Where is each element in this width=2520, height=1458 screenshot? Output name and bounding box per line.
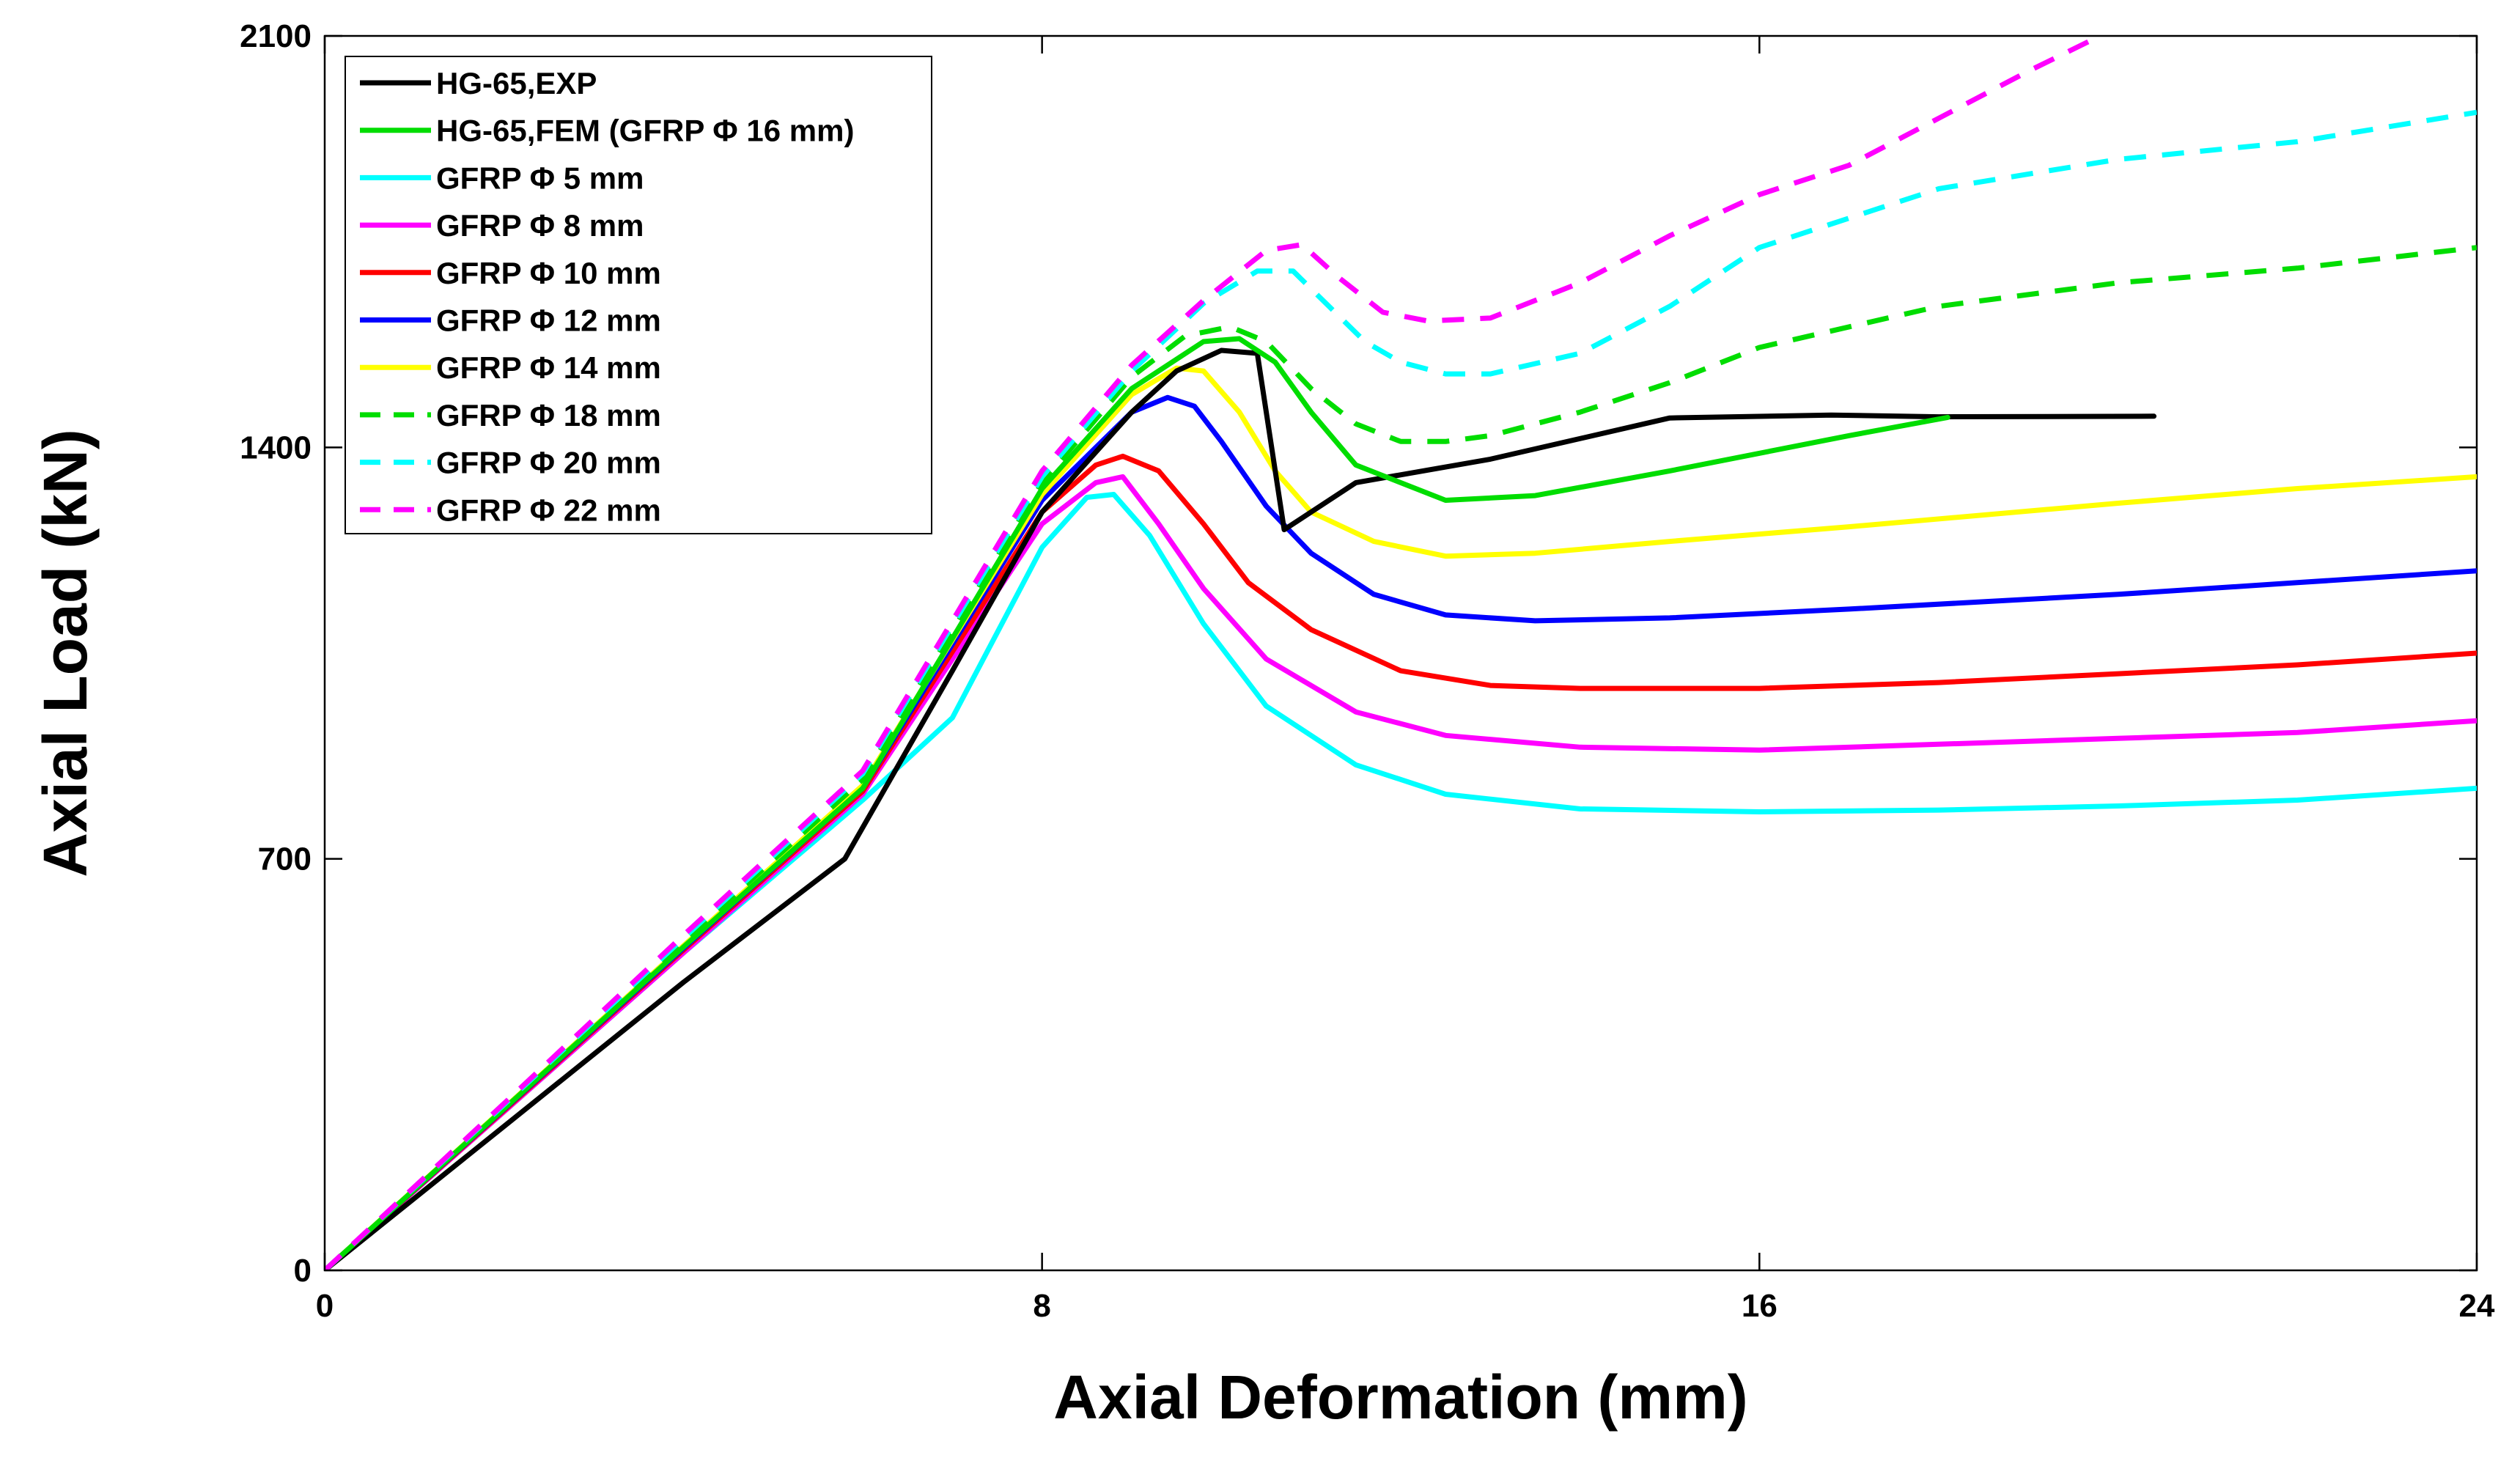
legend-item: GFRP Φ 18 mm [360, 398, 661, 432]
legend-label: HG-65,EXP [436, 66, 597, 100]
series-line-gfrp-22-mm [325, 36, 2101, 1270]
legend-item: GFRP Φ 20 mm [360, 446, 661, 480]
x-axis-title: Axial Deformation (mm) [1053, 1363, 1747, 1432]
axis-ticks: 0 8 16 24 0 700 1400 2100 [240, 18, 2495, 1324]
x-tick-label: 0 [316, 1288, 334, 1324]
x-tick-label: 16 [1742, 1288, 1777, 1324]
legend-item: GFRP Φ 22 mm [360, 493, 661, 527]
y-tick-label: 0 [294, 1253, 312, 1289]
legend-item: GFRP Φ 5 mm [360, 161, 644, 195]
legend-label: GFRP Φ 14 mm [436, 350, 661, 385]
legend-item: HG-65,EXP [360, 66, 597, 100]
legend-label: GFRP Φ 10 mm [436, 256, 661, 290]
legend-box [345, 56, 932, 534]
series-line-gfrp-5-mm [325, 492, 2477, 1270]
legend-item: HG-65,FEM (GFRP Φ 16 mm) [360, 114, 854, 148]
legend-label: GFRP Φ 22 mm [436, 493, 661, 527]
legend-label: GFRP Φ 20 mm [436, 446, 661, 480]
series-line-hg-65-exp [325, 347, 2157, 1270]
legend-label: GFRP Φ 5 mm [436, 161, 644, 195]
legend-label: GFRP Φ 18 mm [436, 398, 661, 432]
legend-label: HG-65,FEM (GFRP Φ 16 mm) [436, 114, 854, 148]
y-tick-label: 2100 [240, 18, 312, 54]
y-tick-label: 1400 [240, 430, 312, 465]
legend-item: GFRP Φ 14 mm [360, 350, 661, 385]
legend-item: GFRP Φ 12 mm [360, 303, 661, 338]
legend-label: GFRP Φ 8 mm [436, 208, 644, 243]
x-tick-label: 8 [1033, 1288, 1050, 1324]
series-layer [325, 36, 2477, 1270]
legend-label: GFRP Φ 12 mm [436, 303, 661, 338]
y-axis-title: Axial Load (kN) [31, 429, 100, 877]
x-tick-label: 24 [2459, 1288, 2495, 1324]
legend-item: GFRP Φ 8 mm [360, 208, 644, 243]
series-line-gfrp-18-mm [325, 245, 2477, 1270]
legend: HG-65,EXP HG-65,FEM (GFRP Φ 16 mm) GFRP Φ … [345, 56, 932, 534]
legend-item: GFRP Φ 10 mm [360, 256, 661, 290]
y-tick-label: 700 [258, 842, 312, 877]
series-line-hg-65-fem-gfrp-16-mm [325, 336, 1950, 1270]
